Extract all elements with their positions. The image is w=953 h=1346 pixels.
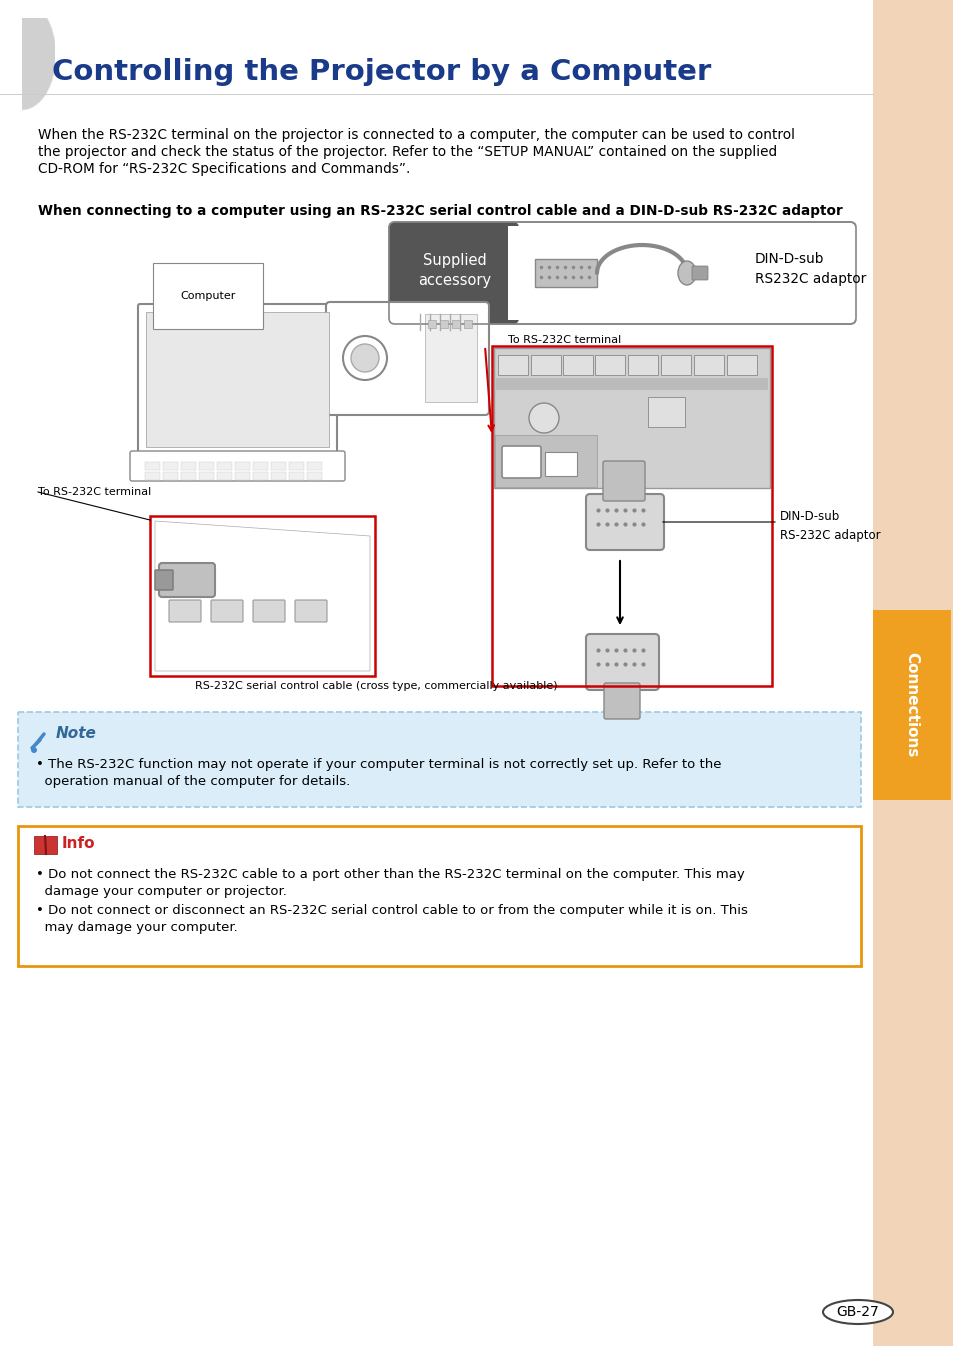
- Ellipse shape: [529, 402, 558, 433]
- FancyBboxPatch shape: [146, 312, 329, 447]
- Ellipse shape: [822, 1300, 892, 1324]
- FancyBboxPatch shape: [253, 462, 268, 470]
- FancyBboxPatch shape: [46, 836, 57, 853]
- FancyBboxPatch shape: [253, 600, 285, 622]
- Text: Info: Info: [62, 836, 95, 852]
- FancyBboxPatch shape: [199, 462, 214, 470]
- Text: accessory: accessory: [418, 272, 491, 288]
- Text: DIN-D-sub
RS-232C adaptor: DIN-D-sub RS-232C adaptor: [780, 510, 880, 542]
- FancyBboxPatch shape: [18, 712, 861, 808]
- FancyBboxPatch shape: [495, 435, 597, 487]
- FancyBboxPatch shape: [0, 0, 90, 17]
- FancyBboxPatch shape: [217, 471, 233, 479]
- Text: Connections: Connections: [903, 653, 919, 758]
- FancyBboxPatch shape: [585, 494, 663, 551]
- FancyBboxPatch shape: [691, 267, 707, 280]
- FancyBboxPatch shape: [693, 355, 723, 376]
- Text: When connecting to a computer using an RS-232C serial control cable and a DIN-D-: When connecting to a computer using an R…: [38, 205, 841, 218]
- FancyBboxPatch shape: [181, 471, 196, 479]
- Text: damage your computer or projector.: damage your computer or projector.: [36, 886, 287, 898]
- FancyBboxPatch shape: [163, 462, 178, 470]
- FancyBboxPatch shape: [211, 600, 243, 622]
- Text: DIN-D-sub
RS232C adaptor: DIN-D-sub RS232C adaptor: [754, 252, 865, 287]
- Text: the projector and check the status of the projector. Refer to the “SETUP MANUAL”: the projector and check the status of th…: [38, 145, 777, 159]
- FancyBboxPatch shape: [289, 462, 304, 470]
- FancyBboxPatch shape: [235, 462, 251, 470]
- FancyBboxPatch shape: [159, 563, 214, 598]
- Text: may damage your computer.: may damage your computer.: [36, 921, 237, 934]
- FancyBboxPatch shape: [326, 302, 489, 415]
- FancyBboxPatch shape: [55, 0, 85, 114]
- Text: • Do not connect or disconnect an RS-232C serial control cable to or from the co: • Do not connect or disconnect an RS-232…: [36, 905, 747, 917]
- Ellipse shape: [351, 345, 378, 371]
- Text: To RS-232C terminal: To RS-232C terminal: [38, 487, 152, 497]
- Text: Note: Note: [56, 727, 97, 742]
- FancyBboxPatch shape: [872, 0, 953, 1346]
- FancyBboxPatch shape: [199, 471, 214, 479]
- FancyBboxPatch shape: [307, 471, 322, 479]
- FancyBboxPatch shape: [647, 397, 684, 427]
- Text: • The RS-232C function may not operate if your computer terminal is not correctl: • The RS-232C function may not operate i…: [36, 758, 720, 771]
- FancyBboxPatch shape: [0, 0, 22, 110]
- FancyBboxPatch shape: [562, 355, 593, 376]
- FancyBboxPatch shape: [507, 226, 864, 320]
- FancyBboxPatch shape: [501, 446, 540, 478]
- FancyBboxPatch shape: [439, 320, 448, 328]
- Text: Supplied: Supplied: [423, 253, 486, 268]
- Text: When the RS-232C terminal on the projector is connected to a computer, the compu: When the RS-232C terminal on the project…: [38, 128, 794, 141]
- Text: RS-232C serial control cable (cross type, commercially available): RS-232C serial control cable (cross type…: [194, 681, 558, 690]
- Text: CD-ROM for “RS-232C Specifications and Commands”.: CD-ROM for “RS-232C Specifications and C…: [38, 162, 410, 176]
- Polygon shape: [154, 521, 370, 672]
- FancyBboxPatch shape: [130, 451, 345, 481]
- FancyBboxPatch shape: [181, 462, 196, 470]
- FancyBboxPatch shape: [496, 378, 767, 390]
- FancyBboxPatch shape: [217, 462, 233, 470]
- FancyBboxPatch shape: [307, 462, 322, 470]
- FancyBboxPatch shape: [627, 355, 658, 376]
- FancyBboxPatch shape: [389, 222, 518, 324]
- FancyBboxPatch shape: [494, 349, 769, 489]
- FancyBboxPatch shape: [544, 452, 577, 476]
- FancyBboxPatch shape: [595, 355, 624, 376]
- FancyBboxPatch shape: [272, 462, 286, 470]
- FancyBboxPatch shape: [452, 320, 459, 328]
- FancyBboxPatch shape: [424, 314, 476, 402]
- FancyBboxPatch shape: [146, 471, 160, 479]
- FancyBboxPatch shape: [253, 471, 268, 479]
- FancyBboxPatch shape: [660, 355, 690, 376]
- Text: Controlling the Projector by a Computer: Controlling the Projector by a Computer: [52, 58, 711, 86]
- Text: operation manual of the computer for details.: operation manual of the computer for det…: [36, 775, 350, 787]
- FancyBboxPatch shape: [294, 600, 327, 622]
- Text: To RS-232C terminal: To RS-232C terminal: [507, 335, 620, 345]
- FancyBboxPatch shape: [602, 460, 644, 501]
- Polygon shape: [535, 258, 597, 287]
- FancyBboxPatch shape: [138, 304, 336, 463]
- FancyBboxPatch shape: [34, 836, 45, 853]
- Ellipse shape: [678, 261, 696, 285]
- FancyBboxPatch shape: [272, 471, 286, 479]
- Ellipse shape: [30, 747, 37, 752]
- FancyBboxPatch shape: [389, 222, 855, 324]
- FancyBboxPatch shape: [585, 634, 659, 690]
- FancyBboxPatch shape: [146, 462, 160, 470]
- FancyBboxPatch shape: [531, 355, 560, 376]
- FancyBboxPatch shape: [289, 471, 304, 479]
- FancyBboxPatch shape: [428, 320, 436, 328]
- Text: Computer: Computer: [180, 291, 235, 302]
- FancyBboxPatch shape: [163, 471, 178, 479]
- FancyBboxPatch shape: [235, 471, 251, 479]
- FancyBboxPatch shape: [169, 600, 201, 622]
- Ellipse shape: [0, 0, 56, 110]
- FancyBboxPatch shape: [726, 355, 757, 376]
- Text: GB-27: GB-27: [836, 1306, 879, 1319]
- Ellipse shape: [343, 336, 387, 380]
- FancyBboxPatch shape: [497, 355, 527, 376]
- FancyBboxPatch shape: [603, 682, 639, 719]
- FancyBboxPatch shape: [154, 569, 172, 590]
- FancyBboxPatch shape: [872, 610, 950, 800]
- Text: • Do not connect the RS-232C cable to a port other than the RS-232C terminal on : • Do not connect the RS-232C cable to a …: [36, 868, 744, 882]
- FancyBboxPatch shape: [463, 320, 472, 328]
- FancyBboxPatch shape: [18, 826, 861, 966]
